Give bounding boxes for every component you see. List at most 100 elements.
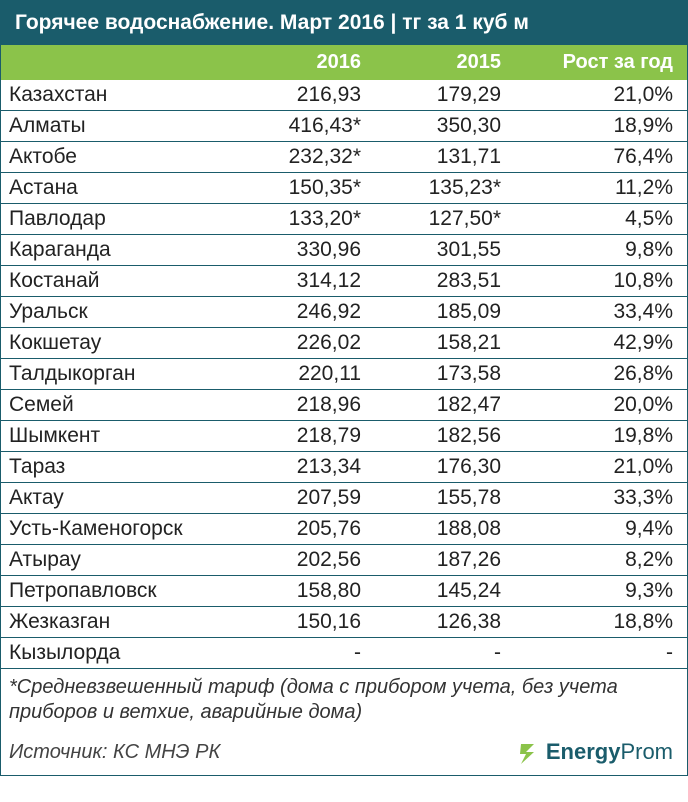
logo: EnergyProm (518, 739, 673, 765)
table-row: Жезказган150,16126,3818,8% (1, 607, 687, 638)
cell-growth: 26,8% (511, 359, 687, 390)
table-row: Актобе232,32*131,7176,4% (1, 142, 687, 173)
table-row: Костанай314,12283,5110,8% (1, 266, 687, 297)
header-spacer (1, 45, 231, 80)
cell-2016: 314,12 (231, 266, 371, 297)
title-bar: Горячее водоснабжение. Март 2016 | тг за… (1, 1, 687, 45)
cell-2016: 218,96 (231, 390, 371, 421)
table-row: Атырау202,56187,268,2% (1, 545, 687, 576)
cell-growth: 33,3% (511, 483, 687, 514)
cell-name: Кызылорда (1, 638, 231, 669)
cell-2015: 158,21 (371, 328, 511, 359)
cell-2016: 150,16 (231, 607, 371, 638)
cell-growth: 4,5% (511, 204, 687, 235)
title-text: Горячее водоснабжение. Март 2016 | тг за… (15, 11, 529, 34)
cell-name: Усть-Каменогорск (1, 514, 231, 545)
table-row: Семей218,96182,4720,0% (1, 390, 687, 421)
cell-growth: 33,4% (511, 297, 687, 328)
cell-2015: 185,09 (371, 297, 511, 328)
column-header-row: 2016 2015 Рост за год (1, 45, 687, 80)
header-growth: Рост за год (511, 45, 687, 80)
cell-2016: 246,92 (231, 297, 371, 328)
cell-2016: 158,80 (231, 576, 371, 607)
table-row: Павлодар133,20*127,50*4,5% (1, 204, 687, 235)
table-card: Горячее водоснабжение. Март 2016 | тг за… (0, 0, 688, 776)
cell-2016: - (231, 638, 371, 669)
table-row: Алматы416,43*350,3018,9% (1, 111, 687, 142)
table-row: Кызылорда--- (1, 638, 687, 669)
table-row: Петропавловск158,80145,249,3% (1, 576, 687, 607)
table-row: Шымкент218,79182,5619,8% (1, 421, 687, 452)
cell-growth: 42,9% (511, 328, 687, 359)
cell-2015: 173,58 (371, 359, 511, 390)
cell-name: Актобе (1, 142, 231, 173)
cell-2015: 350,30 (371, 111, 511, 142)
cell-2016: 226,02 (231, 328, 371, 359)
cell-2015: 145,24 (371, 576, 511, 607)
cell-2016: 220,11 (231, 359, 371, 390)
cell-growth: 18,8% (511, 607, 687, 638)
cell-growth: 11,2% (511, 173, 687, 204)
cell-2016: 232,32* (231, 142, 371, 173)
table-row: Талдыкорган220,11173,5826,8% (1, 359, 687, 390)
cell-2016: 218,79 (231, 421, 371, 452)
cell-2016: 216,93 (231, 80, 371, 111)
cell-2015: 182,47 (371, 390, 511, 421)
cell-2016: 205,76 (231, 514, 371, 545)
cell-2015: 127,50* (371, 204, 511, 235)
cell-2016: 207,59 (231, 483, 371, 514)
cell-growth: 19,8% (511, 421, 687, 452)
data-table: Казахстан216,93179,2921,0%Алматы416,43*3… (1, 80, 687, 669)
cell-2015: 135,23* (371, 173, 511, 204)
table-row: Актау207,59155,7833,3% (1, 483, 687, 514)
cell-2016: 330,96 (231, 235, 371, 266)
footer: Источник: КС МНЭ РК EnergyProm (1, 733, 687, 775)
cell-growth: 9,3% (511, 576, 687, 607)
cell-name: Астана (1, 173, 231, 204)
cell-2015: 182,56 (371, 421, 511, 452)
logo-light: Prom (620, 739, 673, 764)
cell-growth: 9,4% (511, 514, 687, 545)
cell-name: Атырау (1, 545, 231, 576)
header-2015: 2015 (371, 45, 511, 80)
footnote: *Средневзвешенный тариф (дома с прибором… (1, 669, 687, 733)
cell-name: Петропавловск (1, 576, 231, 607)
cell-name: Талдыкорган (1, 359, 231, 390)
table-row: Усть-Каменогорск205,76188,089,4% (1, 514, 687, 545)
cell-name: Кокшетау (1, 328, 231, 359)
table-row: Тараз213,34176,3021,0% (1, 452, 687, 483)
cell-2016: 213,34 (231, 452, 371, 483)
cell-name: Костанай (1, 266, 231, 297)
table-row: Кокшетау226,02158,2142,9% (1, 328, 687, 359)
cell-2015: 187,26 (371, 545, 511, 576)
table-row: Казахстан216,93179,2921,0% (1, 80, 687, 111)
cell-2016: 202,56 (231, 545, 371, 576)
cell-name: Шымкент (1, 421, 231, 452)
cell-2015: 301,55 (371, 235, 511, 266)
cell-2015: 126,38 (371, 607, 511, 638)
table-row: Уральск246,92185,0933,4% (1, 297, 687, 328)
cell-2016: 416,43* (231, 111, 371, 142)
cell-name: Караганда (1, 235, 231, 266)
cell-2016: 133,20* (231, 204, 371, 235)
cell-2016: 150,35* (231, 173, 371, 204)
cell-2015: 188,08 (371, 514, 511, 545)
cell-growth: 18,9% (511, 111, 687, 142)
cell-growth: 9,8% (511, 235, 687, 266)
table-row: Караганда330,96301,559,8% (1, 235, 687, 266)
cell-name: Семей (1, 390, 231, 421)
table-row: Астана150,35*135,23*11,2% (1, 173, 687, 204)
cell-growth: 20,0% (511, 390, 687, 421)
cell-name: Алматы (1, 111, 231, 142)
cell-2015: 131,71 (371, 142, 511, 173)
cell-2015: 155,78 (371, 483, 511, 514)
cell-growth: - (511, 638, 687, 669)
cell-name: Жезказган (1, 607, 231, 638)
cell-name: Тараз (1, 452, 231, 483)
cell-growth: 21,0% (511, 452, 687, 483)
cell-2015: - (371, 638, 511, 669)
logo-bold: Energy (546, 739, 621, 764)
cell-growth: 8,2% (511, 545, 687, 576)
cell-growth: 10,8% (511, 266, 687, 297)
cell-2015: 179,29 (371, 80, 511, 111)
